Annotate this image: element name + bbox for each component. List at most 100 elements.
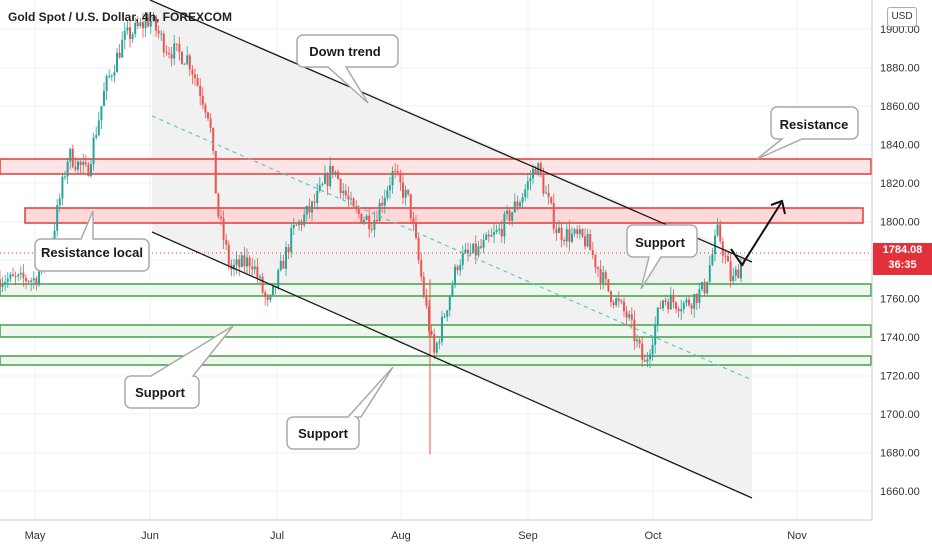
candle-body <box>381 202 384 206</box>
y-tick-label: 1740.00 <box>880 332 920 344</box>
candle-body <box>433 334 436 353</box>
candle-body <box>435 343 438 353</box>
candle-body <box>724 255 727 257</box>
candle-body <box>147 20 150 27</box>
candle-body <box>66 161 69 177</box>
candle-body <box>201 96 204 105</box>
currency-button[interactable]: USD <box>887 7 917 27</box>
channel-upper-line[interactable] <box>149 0 753 263</box>
support-zone-2[interactable] <box>0 324 872 338</box>
candle-body <box>500 228 503 237</box>
candle-body <box>162 33 165 53</box>
candle-body <box>118 52 121 58</box>
candle-body <box>412 218 415 223</box>
candle-body <box>461 253 464 265</box>
candle-body <box>103 91 105 107</box>
candle-body <box>277 270 280 288</box>
candle-body <box>732 275 735 282</box>
candle-body <box>594 254 597 268</box>
candle-body <box>233 264 235 270</box>
callout-resistance[interactable]: Resistance <box>756 106 859 160</box>
candle-body <box>617 298 620 301</box>
candle-body <box>295 224 298 226</box>
resistance-zone-local[interactable] <box>24 207 864 224</box>
candle-body <box>352 198 355 207</box>
chart-title: Gold Spot / U.S. Dollar, 4h, FOREXCOM <box>8 10 233 24</box>
candle-body <box>279 260 282 271</box>
candle-body <box>643 359 646 362</box>
projection-arrow[interactable] <box>730 202 782 267</box>
candle-body <box>155 16 157 31</box>
candle-body <box>597 267 599 269</box>
candle-body <box>264 292 267 297</box>
y-tick-label: 1840.00 <box>880 140 920 152</box>
candle-body <box>4 281 7 284</box>
callout-support-left[interactable]: Support <box>124 325 234 409</box>
candle-body <box>651 344 654 355</box>
candle-body <box>740 262 742 279</box>
candle-body <box>25 278 27 282</box>
x-tick-label: May <box>25 530 46 542</box>
candle-body <box>586 234 589 247</box>
candle-body <box>149 20 152 27</box>
support-zone-3[interactable] <box>0 355 872 366</box>
candle-body <box>698 289 701 303</box>
candle-body <box>287 247 290 253</box>
candle-body <box>339 179 342 194</box>
y-tick-label: 1700.00 <box>880 409 920 421</box>
candle-body <box>69 148 72 162</box>
candle-body <box>209 118 212 128</box>
candle-body <box>227 244 230 266</box>
candle-body <box>235 259 238 265</box>
candle-body <box>261 276 264 293</box>
candle-body <box>672 294 675 303</box>
support-zone-1[interactable] <box>0 283 872 297</box>
candle-body <box>383 197 386 206</box>
candle-body <box>638 339 641 344</box>
channel-mid-line[interactable] <box>151 115 753 381</box>
channel-lower-line[interactable] <box>151 231 753 499</box>
price-axis-ticks: 1900.00 1880.00 1860.00 1840.00 1820.00 1800.… <box>880 24 920 498</box>
candle-body <box>727 255 729 262</box>
callout-support-mid-text: Support <box>298 426 348 441</box>
candle-body <box>521 197 524 203</box>
candle-body <box>144 20 147 29</box>
x-tick-label: Jun <box>141 530 159 542</box>
resistance-zone-upper[interactable] <box>0 158 872 175</box>
candle-body <box>495 230 498 233</box>
callout-support-mid[interactable]: Support <box>286 366 394 450</box>
candle-body <box>688 299 690 306</box>
candle-body <box>615 298 618 306</box>
candle-body <box>589 234 592 251</box>
candle-body <box>529 178 532 182</box>
candle-body <box>711 254 714 266</box>
callout-resistance-local[interactable]: Resistance local <box>34 210 150 272</box>
candle-body <box>240 255 243 267</box>
callout-down-trend[interactable]: Down trend <box>296 34 399 104</box>
candle-body <box>649 354 651 360</box>
candle-body <box>493 232 495 235</box>
candle-body <box>519 202 521 207</box>
down-channel-fill <box>152 0 752 498</box>
candle-body <box>706 281 709 294</box>
candle-body <box>633 319 636 342</box>
candle-body <box>547 192 550 198</box>
candle-body <box>207 112 209 119</box>
candle-body <box>134 22 137 35</box>
candle-body <box>183 63 186 65</box>
candle-body <box>591 250 594 255</box>
candle-body <box>703 282 706 294</box>
candle-body <box>253 266 256 270</box>
candle-body <box>451 285 454 296</box>
candle-body <box>708 265 711 282</box>
candle-body <box>526 181 529 190</box>
candle-body <box>474 243 477 256</box>
callout-support-left-text: Support <box>135 385 185 400</box>
candle-body <box>422 276 425 296</box>
candle-body <box>316 190 319 204</box>
candle-body <box>318 185 321 191</box>
y-tick-label: 1680.00 <box>880 448 920 460</box>
candle-body <box>191 69 194 75</box>
callout-support-right[interactable]: Support <box>626 224 698 290</box>
